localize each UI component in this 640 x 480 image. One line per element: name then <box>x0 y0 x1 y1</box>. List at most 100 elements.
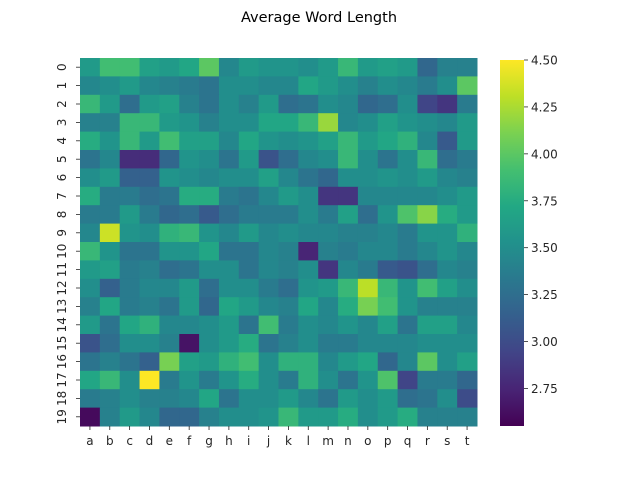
heatmap-cell <box>199 370 220 390</box>
heatmap-cell <box>457 76 478 96</box>
heatmap-cell <box>119 113 141 133</box>
heatmap-cell <box>238 131 260 151</box>
heatmap-cell <box>377 315 399 335</box>
x-tick-label: m <box>322 434 334 448</box>
heatmap-cell <box>179 352 200 372</box>
heatmap-cell <box>457 370 478 390</box>
heatmap-cell <box>298 223 319 243</box>
y-tick-label: 0 <box>55 63 69 71</box>
heatmap-cell <box>199 242 220 261</box>
heatmap-cell <box>278 315 299 335</box>
heatmap-cell <box>377 297 399 317</box>
heatmap-cell <box>159 205 180 225</box>
x-tick-label: n <box>344 434 352 448</box>
heatmap-cell <box>397 131 418 151</box>
y-tick-label: 10 <box>55 244 69 259</box>
heatmap-cell <box>377 186 399 206</box>
y-tick-label: 19 <box>55 409 69 424</box>
heatmap-cell <box>258 334 279 353</box>
heatmap-cell <box>457 278 478 298</box>
heatmap-cell <box>119 94 141 114</box>
heatmap-cell <box>179 297 200 317</box>
heatmap-cell <box>139 389 160 409</box>
heatmap-cell <box>139 352 160 372</box>
heatmap-cell <box>318 352 339 372</box>
heatmap-cell <box>199 131 220 151</box>
heatmap-cell <box>199 334 220 353</box>
heatmap-cell <box>139 150 160 169</box>
heatmap-cell <box>397 242 418 261</box>
heatmap-cell <box>377 113 399 133</box>
heatmap-cell <box>338 297 359 317</box>
heatmap-cell <box>99 186 121 206</box>
heatmap-cell <box>437 334 458 353</box>
heatmap-cell <box>357 315 379 335</box>
heatmap-cell <box>139 205 160 225</box>
heatmap-cell <box>357 113 379 133</box>
heatmap-cell <box>159 131 180 151</box>
heatmap-cell <box>457 297 478 317</box>
heatmap-cell <box>437 168 458 188</box>
heatmap-cell <box>258 113 279 133</box>
heatmap-cell <box>99 168 121 188</box>
heatmap-cell <box>238 168 260 188</box>
heatmap-cell <box>119 131 141 151</box>
heatmap-cell <box>278 113 299 133</box>
heatmap-cell <box>139 242 160 261</box>
heatmap-cell <box>437 242 458 261</box>
heatmap-cell <box>179 278 200 298</box>
heatmap-cell <box>338 223 359 243</box>
heatmap-cell <box>357 76 379 96</box>
heatmap-cell <box>258 389 279 409</box>
heatmap-cell <box>179 150 200 169</box>
y-tick-label: 16 <box>55 354 69 369</box>
heatmap-cell <box>298 407 319 427</box>
heatmap-cell <box>278 168 299 188</box>
heatmap-cell <box>139 131 160 151</box>
heatmap-cell <box>119 58 141 77</box>
heatmap-cell <box>159 352 180 372</box>
heatmap-cell <box>159 407 180 427</box>
heatmap-cell <box>298 352 319 372</box>
heatmap-cell <box>99 297 121 317</box>
heatmap-cell <box>179 58 200 77</box>
heatmap-cell <box>218 370 240 390</box>
heatmap-cell <box>80 334 101 353</box>
heatmap-cell <box>278 242 299 261</box>
heatmap-cell <box>338 407 359 427</box>
heatmap-cell <box>238 297 260 317</box>
heatmap-cell <box>397 260 418 280</box>
x-tick-label: p <box>384 434 392 448</box>
heatmap-cell <box>357 58 379 77</box>
heatmap-cell <box>238 150 260 169</box>
heatmap-cell <box>258 297 279 317</box>
heatmap-cell <box>417 389 438 409</box>
heatmap-cell <box>357 370 379 390</box>
x-tick-label: l <box>307 434 310 448</box>
heatmap-cell <box>258 205 279 225</box>
heatmap-cell <box>318 150 339 169</box>
heatmap-cell <box>80 315 101 335</box>
heatmap-cell <box>437 370 458 390</box>
heatmap-cell <box>437 205 458 225</box>
heatmap-cell <box>298 260 319 280</box>
heatmap-cell <box>238 76 260 96</box>
heatmap-cell <box>119 389 141 409</box>
heatmap-cell <box>397 205 418 225</box>
heatmap-cell <box>457 352 478 372</box>
heatmap-cell <box>397 113 418 133</box>
heatmap-cell <box>417 278 438 298</box>
heatmap-cell <box>119 297 141 317</box>
y-tick-label: 1 <box>55 82 69 90</box>
y-tick-label: 8 <box>55 211 69 219</box>
x-tick-label: o <box>364 434 371 448</box>
heatmap-cell <box>119 407 141 427</box>
heatmap-cell <box>397 370 418 390</box>
heatmap-cell <box>318 58 339 77</box>
heatmap-cell <box>218 278 240 298</box>
heatmap-cell <box>457 407 478 427</box>
heatmap-cell <box>218 186 240 206</box>
heatmap-cell <box>258 186 279 206</box>
heatmap-cell <box>159 278 180 298</box>
x-tick-label: q <box>404 434 412 448</box>
